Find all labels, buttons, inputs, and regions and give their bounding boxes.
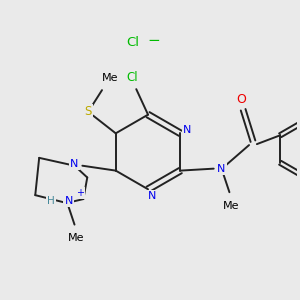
Text: Me: Me — [102, 74, 118, 83]
Text: Cl: Cl — [126, 35, 139, 49]
Text: N: N — [148, 191, 156, 201]
Text: N: N — [218, 164, 226, 174]
Text: N: N — [70, 159, 79, 169]
Text: H: H — [47, 196, 55, 206]
Text: O: O — [236, 93, 246, 106]
Text: N: N — [64, 196, 73, 206]
Text: S: S — [85, 105, 92, 118]
Text: Me: Me — [68, 233, 85, 243]
Text: −: − — [148, 33, 160, 48]
Text: Me: Me — [223, 201, 240, 211]
Text: +: + — [76, 188, 84, 198]
Text: Cl: Cl — [127, 71, 138, 84]
Text: N: N — [183, 125, 191, 135]
